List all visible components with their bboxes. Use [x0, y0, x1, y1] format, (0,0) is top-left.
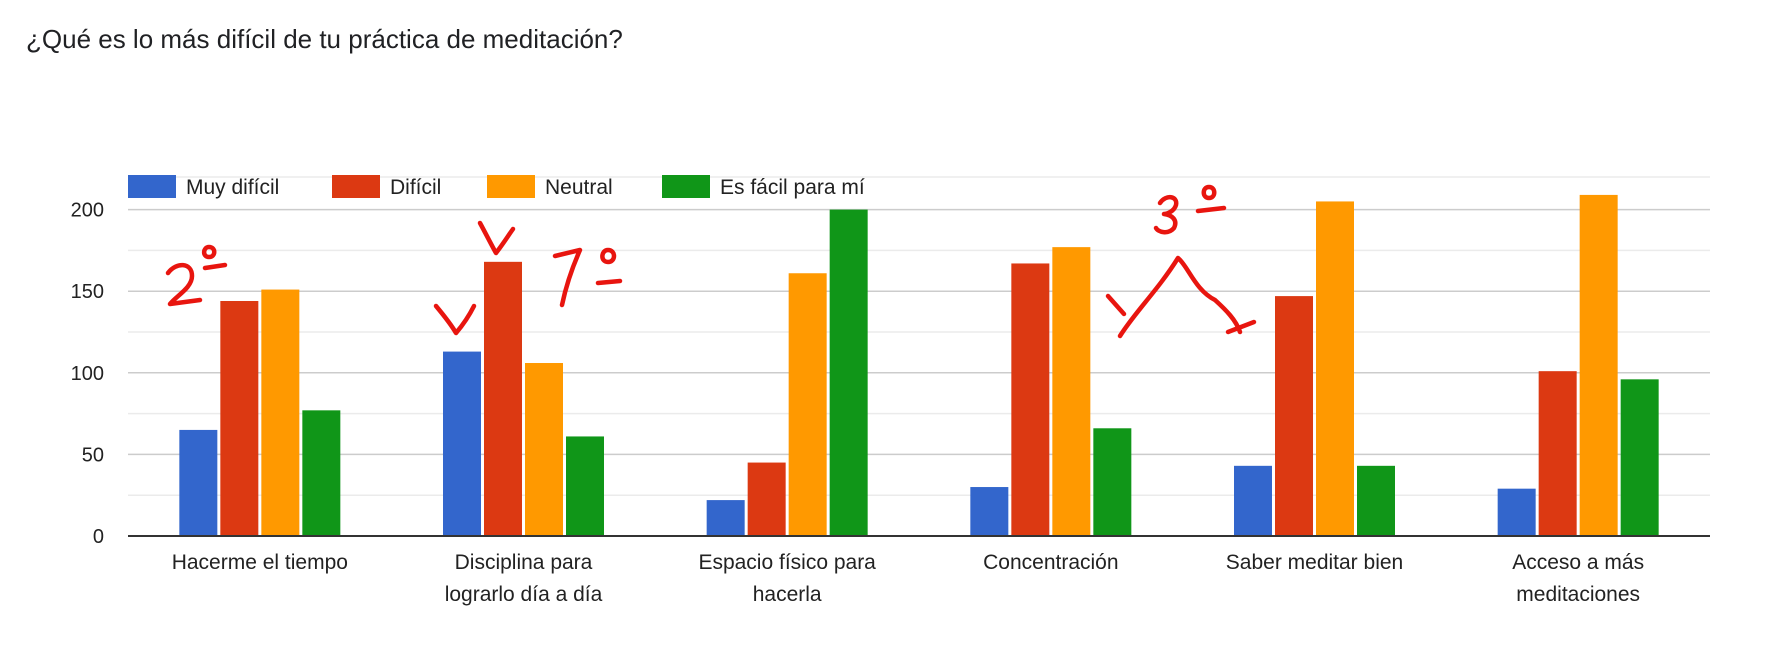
bar-dif-cil [747, 462, 786, 536]
x-category-label: Disciplina para [455, 551, 593, 574]
bar-neutral [525, 363, 563, 536]
bar-dif-cil [1538, 371, 1577, 536]
bar-neutral [261, 289, 300, 536]
legend-swatch [487, 175, 535, 198]
grid-lines [128, 176, 1710, 496]
bar-muy-dif-cil [1234, 465, 1272, 536]
handwritten-ordinal-mark [600, 247, 617, 265]
legend-swatch [332, 175, 380, 198]
handwritten-ordinal-mark [201, 244, 217, 260]
x-category-label: Saber meditar bien [1226, 551, 1403, 574]
bar-es-f-cil-para-m- [566, 436, 604, 536]
x-category-label: hacerla [753, 583, 822, 606]
handwritten-bracket-end-right [1225, 319, 1257, 335]
handwritten-ordinal-mark [1201, 184, 1217, 201]
x-category-label: Espacio físico para [698, 551, 876, 574]
handwritten-ordinal-underline [202, 262, 228, 271]
axes: 0 50 100 150 200 Hacerme el tiempo Disciplina … [71, 200, 1710, 606]
y-tick-label: 150 [71, 281, 104, 303]
legend-swatch [662, 175, 710, 198]
legend-label: Difícil [390, 176, 441, 199]
handwritten-arrow-left [433, 303, 477, 336]
legend-swatch [128, 175, 176, 198]
handwritten-digit-3 [1153, 195, 1179, 235]
bar-es-f-cil-para-m- [1357, 465, 1395, 536]
bar-neutral [788, 273, 827, 536]
handwritten-digit-1 [552, 247, 583, 308]
bar-muy-dif-cil [706, 500, 745, 536]
bar-muy-dif-cil [443, 351, 481, 536]
bar-muy-dif-cil [179, 429, 218, 536]
bar-dif-cil [220, 300, 259, 536]
bar-es-f-cil-para-m- [829, 209, 868, 536]
bar-es-f-cil-para-m- [302, 410, 341, 536]
handwritten-bracket [1117, 255, 1243, 339]
handwritten-ordinal-underline [595, 278, 623, 286]
handwritten-digit-2 [165, 262, 203, 307]
handwritten-arrow-top [477, 220, 516, 256]
bar-dif-cil [484, 261, 522, 536]
x-category-label: meditaciones [1516, 583, 1640, 606]
x-category-label: lograrlo día a día [445, 583, 603, 606]
legend: Muy difícil Difícil Neutral Es fácil para m… [128, 175, 865, 199]
y-tick-label: 50 [82, 444, 104, 466]
legend-label: Muy difícil [186, 176, 279, 199]
x-category-label: Concentración [983, 551, 1118, 574]
x-category-label: Acceso a más [1512, 551, 1644, 574]
handwritten-ordinal-underline [1195, 205, 1227, 214]
bar-dif-cil [1275, 296, 1313, 536]
bar-es-f-cil-para-m- [1620, 379, 1659, 536]
bar-muy-dif-cil [1497, 488, 1536, 536]
legend-label: Es fácil para mí [720, 176, 865, 199]
handwritten-bracket-end-left [1105, 293, 1127, 317]
bar-neutral [1579, 194, 1618, 537]
bar-muy-dif-cil [970, 487, 1009, 536]
bar-neutral [1316, 201, 1354, 536]
y-tick-label: 200 [71, 200, 104, 222]
chart-title: ¿Qué es lo más difícil de tu práctica de… [26, 24, 623, 54]
bar-dif-cil [1011, 263, 1050, 536]
bars [179, 194, 1659, 537]
x-category-label: Hacerme el tiempo [172, 551, 348, 574]
bar-neutral [1052, 247, 1091, 537]
legend-label: Neutral [545, 176, 613, 199]
y-tick-label: 0 [93, 526, 104, 548]
handwritten-annotations [165, 184, 1257, 339]
bar-es-f-cil-para-m- [1093, 428, 1132, 536]
y-tick-label: 100 [71, 363, 104, 385]
